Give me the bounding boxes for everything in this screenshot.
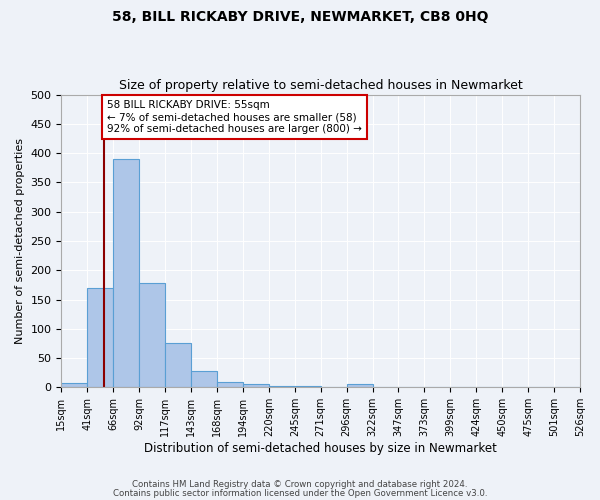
Bar (243, 384, 269, 388)
Bar (61, 382, 88, 388)
Bar (139, 283, 165, 388)
Bar (295, 386, 321, 388)
Text: Contains public sector information licensed under the Open Government Licence v3: Contains public sector information licen… (113, 490, 487, 498)
Bar (217, 382, 243, 388)
Bar (88, 288, 113, 388)
Text: 58 BILL RICKABY DRIVE: 55sqm
← 7% of semi-detached houses are smaller (58)
92% o: 58 BILL RICKABY DRIVE: 55sqm ← 7% of sem… (107, 100, 362, 134)
Bar (269, 386, 295, 388)
Y-axis label: Number of semi-detached properties: Number of semi-detached properties (15, 138, 25, 344)
Bar (165, 344, 191, 388)
Text: Contains HM Land Registry data © Crown copyright and database right 2024.: Contains HM Land Registry data © Crown c… (132, 480, 468, 489)
Title: Size of property relative to semi-detached houses in Newmarket: Size of property relative to semi-detach… (119, 79, 523, 92)
X-axis label: Distribution of semi-detached houses by size in Newmarket: Distribution of semi-detached houses by … (144, 442, 497, 455)
Text: 58, BILL RICKABY DRIVE, NEWMARKET, CB8 0HQ: 58, BILL RICKABY DRIVE, NEWMARKET, CB8 0… (112, 10, 488, 24)
Bar (113, 159, 139, 388)
Bar (347, 384, 373, 388)
Bar (321, 387, 347, 388)
Bar (191, 371, 217, 388)
